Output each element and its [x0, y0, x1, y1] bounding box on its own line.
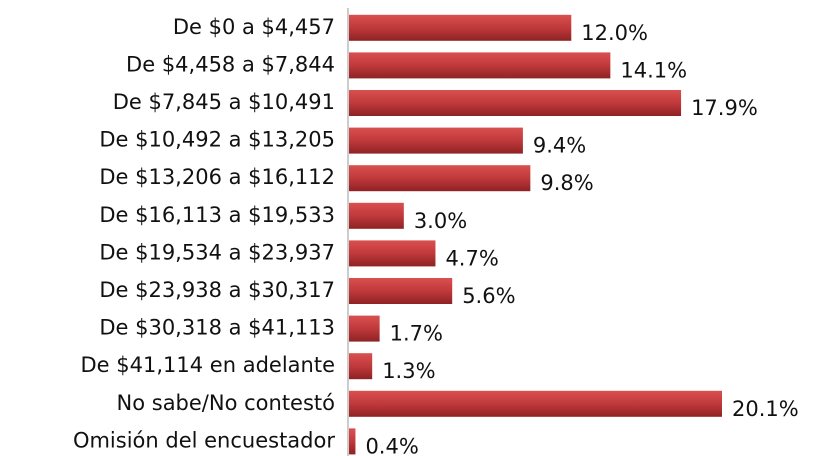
bar	[349, 353, 373, 380]
bar	[349, 14, 572, 41]
value-label: 3.0%	[414, 209, 467, 233]
value-label: 4.7%	[445, 246, 498, 270]
category-label: De $16,113 a $19,533	[99, 203, 335, 227]
bar	[349, 278, 453, 304]
bar	[349, 165, 531, 192]
bar	[349, 90, 682, 116]
category-label: Omisión del encuestador	[73, 428, 335, 452]
category-label: De $4,458 a $7,844	[126, 52, 335, 76]
category-label: De $41,114 en adelante	[81, 353, 335, 377]
category-label: De $7,845 a $10,491	[113, 90, 335, 114]
category-label: De $23,938 a $30,317	[99, 278, 335, 302]
value-label: 14.1%	[620, 58, 687, 82]
value-label: 5.6%	[462, 284, 515, 308]
bar	[349, 240, 436, 267]
category-label: De $0 a $4,457	[173, 15, 335, 39]
bar	[349, 52, 611, 79]
category-label: De $19,534 a $23,937	[99, 240, 335, 264]
bar	[349, 315, 380, 342]
category-label: De $10,492 a $13,205	[99, 128, 335, 152]
value-label: 12.0%	[581, 21, 648, 45]
category-label: De $30,318 a $41,113	[99, 316, 335, 340]
category-label: No sabe/No contestó	[117, 391, 335, 415]
bar	[349, 127, 523, 154]
value-label: 9.4%	[533, 134, 586, 158]
value-label: 9.8%	[540, 171, 593, 195]
value-label: 1.3%	[382, 359, 435, 383]
value-label: 0.4%	[365, 434, 418, 456]
category-label: De $13,206 a $16,112	[99, 165, 335, 189]
value-label: 1.7%	[390, 322, 443, 346]
bar	[349, 202, 404, 229]
bar	[349, 428, 356, 455]
value-label: 20.1%	[732, 397, 799, 421]
bar	[349, 390, 722, 417]
value-label: 17.9%	[691, 96, 758, 120]
